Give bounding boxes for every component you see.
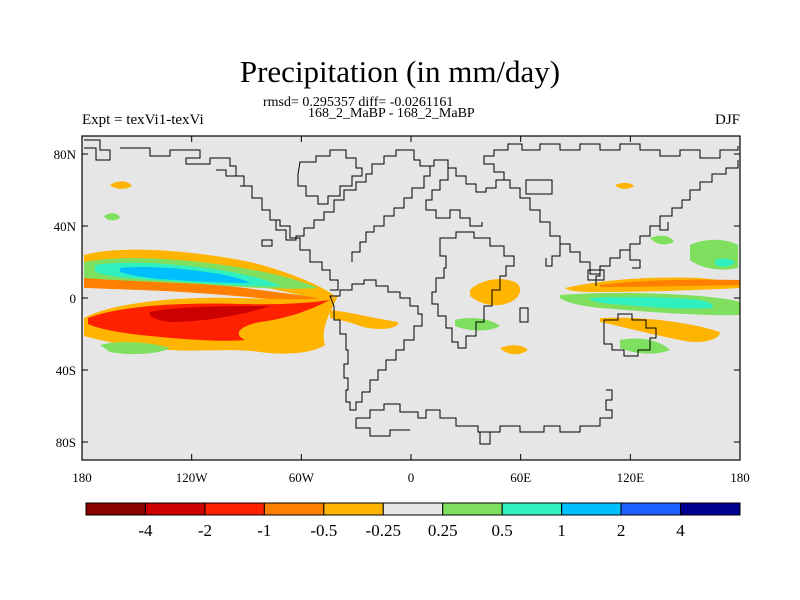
colorbar-label: 1 xyxy=(557,521,566,540)
anomaly-asia-green-spot xyxy=(650,235,674,245)
anomaly-north-pacific-spot xyxy=(110,181,132,189)
anomaly-north-pacific-green-spot xyxy=(104,213,120,221)
colorbar-swatch xyxy=(263,502,325,516)
lat-tick-label: 40N xyxy=(54,219,77,234)
lon-tick-label: 120W xyxy=(176,470,209,485)
stats-subtitle: rmsd= 0.295357 diff= -0.0261161 xyxy=(263,95,454,110)
colorbar-swatch xyxy=(144,502,206,516)
coastline-europe xyxy=(420,143,739,227)
lat-tick-label: 80S xyxy=(56,435,76,450)
cases-subtitle: 168_2_MaBP - 168_2_MaBP xyxy=(308,106,475,121)
colorbar: -4 -2 -1 -0.5 -0.25 0.25 0.5 1 2 4 xyxy=(85,502,741,540)
anomaly-indian-ocean-cyan xyxy=(589,296,713,309)
colorbar-swatch xyxy=(561,502,622,516)
lon-tick-label: 60W xyxy=(289,470,315,485)
coastline-africa xyxy=(431,231,515,349)
lon-tick-label: 0 xyxy=(408,470,415,485)
lat-tick-label: 40S xyxy=(56,363,76,378)
anomaly-northeast-pacific-cyan xyxy=(715,258,735,267)
coastline-madagascar xyxy=(519,307,529,323)
coastline-australia xyxy=(603,313,657,357)
anomaly-regions xyxy=(84,181,740,355)
colorbar-label: -0.25 xyxy=(366,521,401,540)
coastline-outlines xyxy=(84,139,739,445)
lon-tick-label: 60E xyxy=(510,470,531,485)
colorbar-label: 0.25 xyxy=(428,521,458,540)
anomaly-west-pacific-orange xyxy=(600,317,720,343)
colorbar-swatch xyxy=(620,502,682,516)
season-label: DJF xyxy=(714,112,740,128)
latitude-axis: 80N 40N 0 40S 80S xyxy=(54,147,740,450)
lon-tick-label: 180 xyxy=(72,470,92,485)
colorbar-swatch xyxy=(85,502,146,516)
anomaly-south-africa-spot xyxy=(500,345,528,355)
colorbar-label: -0.5 xyxy=(310,521,337,540)
lon-tick-label: 120E xyxy=(617,470,645,485)
coastline-greenland xyxy=(297,149,363,205)
coastline-asia xyxy=(496,160,739,286)
anomaly-east-pacific-north-red xyxy=(84,277,326,303)
map-panel xyxy=(81,135,741,461)
colorbar-label: -2 xyxy=(198,521,212,540)
anomaly-asia-spot xyxy=(615,182,634,189)
anomaly-south-pacific-core xyxy=(149,306,270,322)
coastline-antarctica xyxy=(355,389,613,445)
colorbar-label: 0.5 xyxy=(492,521,513,540)
plot-title: Precipitation (in mm/day) xyxy=(239,54,561,89)
lat-tick-label: 0 xyxy=(70,291,77,306)
anomaly-atlantic-green xyxy=(455,318,500,331)
colorbar-swatch xyxy=(204,502,265,516)
colorbar-swatch xyxy=(442,502,503,516)
coastline-maritime xyxy=(587,269,605,281)
experiment-label: Expt = texVi1-texVi xyxy=(82,112,204,128)
colorbar-label: 4 xyxy=(676,521,685,540)
colorbar-label: 2 xyxy=(617,521,626,540)
lat-tick-label: 80N xyxy=(54,147,77,162)
coastline-south-america xyxy=(329,279,423,411)
coastline-north-america xyxy=(84,139,431,291)
coastline-arctic-island xyxy=(525,179,553,195)
colorbar-label: -4 xyxy=(138,521,153,540)
lon-tick-label: 180 xyxy=(730,470,750,485)
anomaly-south-america-orange xyxy=(330,310,399,329)
anomaly-maritime-green xyxy=(620,338,670,354)
colorbar-label: -1 xyxy=(257,521,271,540)
anomaly-indian-red xyxy=(600,279,740,287)
colorbar-swatch xyxy=(680,502,741,516)
anomaly-africa-orange xyxy=(470,279,521,306)
longitude-axis: 180 120W 60W 0 60E 120E 180 xyxy=(72,136,750,485)
colorbar-swatch xyxy=(501,502,563,516)
anomaly-north-pacific-blue xyxy=(120,266,250,283)
anomaly-south-pacific-red xyxy=(88,300,330,341)
colorbar-swatch xyxy=(382,502,444,516)
anomaly-south-pacific-green xyxy=(100,342,170,355)
colorbar-swatch xyxy=(323,502,384,516)
